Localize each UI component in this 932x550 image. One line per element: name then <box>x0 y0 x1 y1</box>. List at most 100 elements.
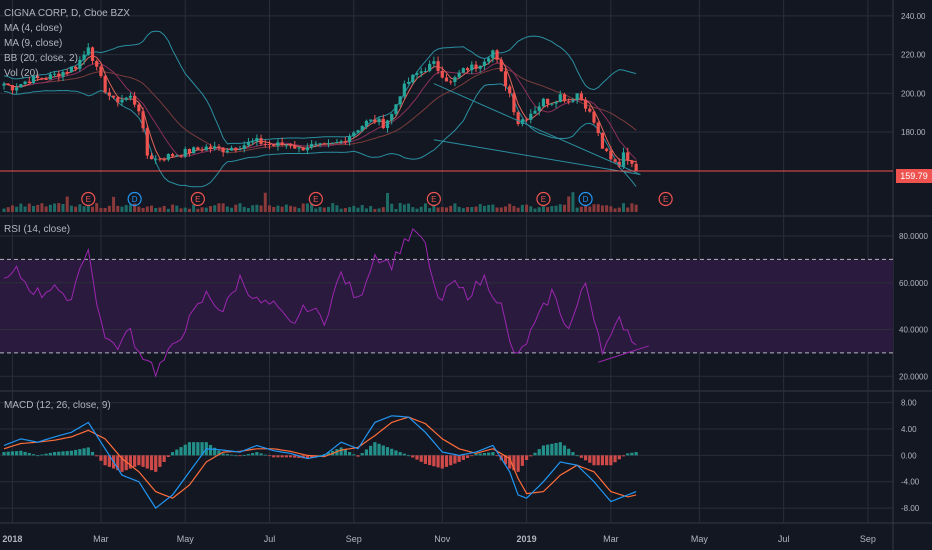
volume-bar <box>141 207 145 212</box>
volume-bar <box>166 208 170 212</box>
volume-bar <box>499 207 503 212</box>
volume-bar <box>373 208 377 212</box>
volume-bar <box>605 205 609 212</box>
macd-legend[interactable]: MACD (12, 26, close, 9) <box>4 400 111 411</box>
macd-histogram-bar <box>487 452 491 456</box>
earnings-marker[interactable]: E <box>81 191 96 207</box>
macd-histogram-bar <box>524 455 529 460</box>
volume-bar <box>53 203 57 212</box>
candle-body <box>183 148 187 157</box>
candle-body <box>293 145 297 149</box>
candle-body <box>322 143 326 145</box>
candle-body <box>179 155 183 157</box>
candle-body <box>111 95 116 98</box>
volume-bar <box>251 205 255 212</box>
last-price-badge: 159.79 <box>896 169 932 183</box>
macd-histogram-bar <box>86 447 90 456</box>
volume-bar <box>508 203 512 212</box>
volume-bar <box>457 206 461 212</box>
volume-bar <box>419 206 423 212</box>
candle-body <box>465 68 470 71</box>
candle-body <box>175 155 179 157</box>
candle-body <box>491 50 495 59</box>
earnings-marker[interactable]: E <box>536 191 551 207</box>
macd-histogram-bar <box>411 455 415 458</box>
candle-body <box>103 76 107 93</box>
candle-body <box>461 68 465 73</box>
earnings-marker[interactable]: E <box>426 191 441 207</box>
volume-bar <box>369 206 373 212</box>
volume-bar <box>453 203 457 212</box>
earnings-marker[interactable]: E <box>308 191 323 207</box>
volume-bar <box>133 203 137 212</box>
macd-histogram-bar <box>356 455 360 457</box>
candle-body <box>52 73 57 75</box>
volume-bar <box>575 207 579 212</box>
macd-histogram-bar <box>166 455 170 457</box>
macd-histogram-bar <box>621 455 626 457</box>
marker-circle <box>578 191 593 207</box>
rsi-tick-label: 60.0000 <box>899 279 928 288</box>
macd-histogram-bar <box>415 455 419 460</box>
volume-bar <box>221 203 225 212</box>
x-tick-label: Jul <box>778 534 790 544</box>
macd-histogram-bar <box>259 453 263 456</box>
macd-histogram-bar <box>402 453 406 456</box>
volume-bar <box>32 206 35 212</box>
dividend-marker[interactable]: D <box>127 191 142 207</box>
volume-bar <box>2 208 6 212</box>
rsi-tick-label: 40.0000 <box>899 326 928 335</box>
ma9-legend[interactable]: MA (9, close) <box>4 38 63 49</box>
dividend-marker[interactable]: D <box>578 191 593 207</box>
candle-body <box>478 65 482 69</box>
earnings-marker[interactable]: E <box>190 191 205 207</box>
candle-body <box>554 101 558 104</box>
volume-bar <box>343 208 347 212</box>
volume-bar <box>348 207 352 212</box>
macd-histogram-bar <box>187 442 192 456</box>
volume-bar <box>99 208 103 212</box>
macd-histogram-bar <box>57 451 61 456</box>
macd-histogram-bar <box>158 455 162 467</box>
candle-body <box>579 93 583 100</box>
volume-bar <box>364 208 368 212</box>
macd-histogram-bar <box>288 455 293 458</box>
macd-histogram-bar <box>74 449 78 456</box>
vol-legend[interactable]: Vol (20) <box>4 68 39 79</box>
volume-bar <box>301 203 305 212</box>
volume-bar <box>592 204 596 212</box>
macd-histogram-bar <box>419 455 423 462</box>
volume-bar <box>112 196 116 212</box>
macd-histogram-bar <box>128 455 133 469</box>
macd-histogram-bar <box>267 455 272 457</box>
earnings-marker[interactable]: E <box>658 191 673 207</box>
bb-legend[interactable]: BB (20, close, 2) <box>4 53 78 64</box>
candle-body <box>402 83 406 97</box>
symbol-title[interactable]: CIGNA CORP, D, Cboe BZX <box>4 8 130 19</box>
volume-bar <box>327 206 330 212</box>
volume-bar <box>440 207 444 212</box>
candle-body <box>86 47 90 55</box>
macd-histogram-bar <box>225 454 229 456</box>
candle-body <box>187 148 192 154</box>
macd-histogram-bar <box>246 454 251 456</box>
candle-body <box>6 83 10 86</box>
candle-body <box>558 94 562 102</box>
ma4-legend[interactable]: MA (4, close) <box>4 23 63 34</box>
rsi-legend[interactable]: RSI (14, close) <box>4 224 71 235</box>
macd-histogram-bar <box>390 448 394 456</box>
macd-histogram-bar <box>99 455 103 461</box>
volume-bar <box>482 205 486 212</box>
volume-bar <box>150 205 153 212</box>
candle-body <box>40 78 44 80</box>
volume-bar <box>19 203 23 212</box>
candle-body <box>571 100 575 102</box>
macd-histogram-bar <box>617 455 621 460</box>
marker-label: E <box>86 195 91 204</box>
macd-histogram-bar <box>229 454 234 456</box>
macd-histogram-bar <box>61 451 65 456</box>
candle-body <box>208 146 213 149</box>
macd-histogram-bar <box>478 453 482 456</box>
macd-histogram-bar <box>36 455 40 457</box>
